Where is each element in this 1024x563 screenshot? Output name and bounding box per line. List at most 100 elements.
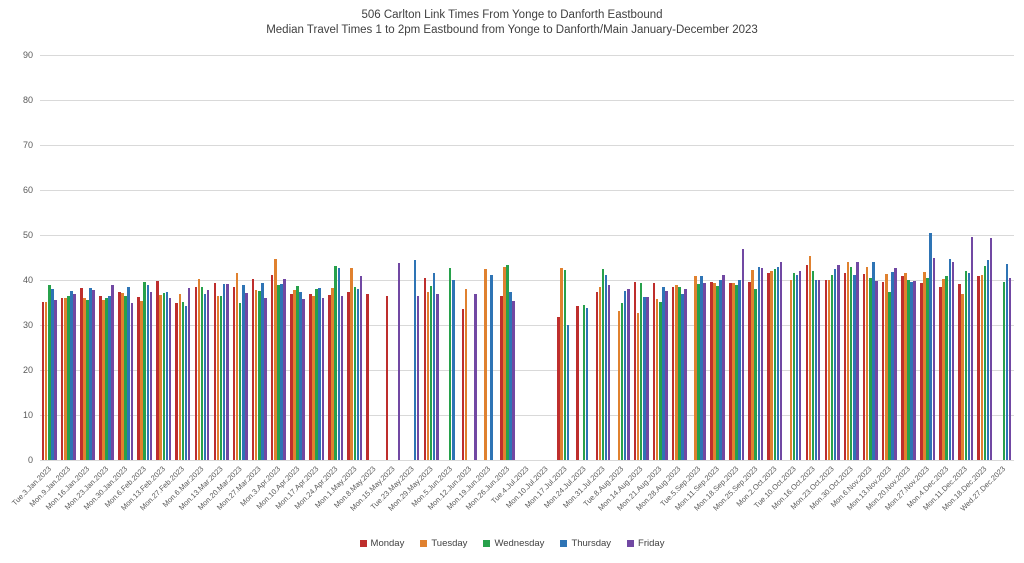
- tuesday-bar: [713, 282, 716, 460]
- wednesday-bar: [448, 268, 452, 460]
- wednesday-bar: [735, 284, 738, 460]
- bar-group: Tue.4.Jul.2023: [489, 55, 536, 505]
- friday-bar: [187, 287, 191, 460]
- thursday-bar: [910, 282, 913, 460]
- thursday-bar: [51, 288, 54, 460]
- tuesday-bar: [274, 259, 277, 460]
- monday-bar: [270, 275, 274, 460]
- wednesday-bar: [1002, 281, 1006, 460]
- gridline-40: [40, 280, 1014, 281]
- friday-bar: [684, 289, 687, 460]
- thursday-bar: [337, 268, 340, 460]
- bar-group: Mon.14.Aug.2023: [596, 55, 651, 513]
- tuesday-bar: [675, 284, 678, 460]
- bar-group: Mon.17.Apr.2023: [273, 55, 326, 511]
- thursday-bar: [986, 260, 990, 460]
- bar-group: Mon.9.Jan.2023: [27, 55, 78, 509]
- gridline-50: [40, 235, 1014, 236]
- friday-bar: [665, 290, 668, 460]
- bar-group: Tue.5.Sep.2023: [658, 55, 708, 508]
- bar-group: Tue.8.Aug.2023: [582, 55, 632, 508]
- y-axis-tick-80: 80: [22, 95, 33, 105]
- tuesday-bar: [64, 297, 67, 460]
- bar-group: Mon.15.May.2023: [348, 55, 403, 513]
- tuesday-bar: [235, 273, 239, 460]
- thursday-bar: [967, 273, 971, 460]
- wednesday-bar: [811, 270, 815, 460]
- y-axis-tick-20: 20: [22, 365, 33, 375]
- friday-bar: [856, 262, 859, 460]
- legend-swatch-icon: [483, 540, 491, 547]
- tuesday-bar: [885, 274, 888, 460]
- friday-bar: [340, 296, 344, 460]
- thursday-bar: [261, 283, 264, 460]
- monday-bar: [41, 302, 45, 460]
- y-axis-tick-90: 90: [22, 50, 33, 60]
- friday-bar: [989, 238, 993, 460]
- friday-bar: [283, 278, 286, 460]
- tuesday-bar: [980, 274, 983, 460]
- wednesday-bar: [964, 271, 967, 460]
- gridline-70: [40, 145, 1014, 146]
- tuesday-bar: [464, 288, 468, 460]
- friday-bar: [722, 275, 725, 460]
- thursday-bar: [585, 307, 589, 460]
- bar-group: Mon.1.May.2023: [313, 55, 365, 510]
- friday-bar: [627, 288, 630, 460]
- monday-bar: [99, 295, 102, 460]
- bar-group: Mon.6.Nov.2023: [829, 55, 880, 509]
- legend-label: Monday: [370, 538, 405, 549]
- thursday-bar: [127, 286, 130, 460]
- wednesday-bar: [697, 284, 700, 460]
- tuesday-bar: [197, 278, 201, 460]
- y-axis-tick-10: 10: [22, 410, 33, 420]
- legend-item-thursday: Thursday: [560, 538, 611, 549]
- monday-bar: [920, 282, 923, 460]
- wednesday-bar: [754, 288, 757, 460]
- y-axis-tick-40: 40: [22, 275, 33, 285]
- monday-bar: [347, 292, 350, 460]
- wednesday-bar: [678, 286, 681, 460]
- bar-group: Mon.6.Feb.2023: [103, 55, 154, 509]
- wednesday-bar: [67, 295, 70, 460]
- monday-bar: [118, 291, 121, 460]
- wednesday-bar: [773, 269, 777, 460]
- tuesday-bar: [636, 312, 640, 460]
- thursday-bar: [738, 280, 741, 460]
- monday-bar: [824, 280, 828, 460]
- bar-group: Mon.19.Jun.2023: [445, 55, 498, 512]
- gridline-10: [40, 415, 1014, 416]
- friday-bar: [73, 293, 76, 460]
- friday-bar: [1008, 277, 1012, 460]
- monday-bar: [958, 283, 961, 460]
- wednesday-bar: [181, 301, 185, 460]
- bar-group: Mon.2.Oct.2023: [734, 55, 785, 508]
- friday-bar: [703, 283, 706, 460]
- bar-group: Tue.10.Oct.2023: [752, 55, 804, 510]
- bar-group: Mon.27.Mar.2023: [215, 55, 269, 512]
- monday-bar: [805, 265, 809, 460]
- bar-group: Mon.3.Apr.2023: [238, 55, 288, 508]
- thursday-bar: [184, 305, 188, 460]
- monday-bar: [767, 272, 770, 460]
- wednesday-bar: [353, 286, 356, 460]
- legend-swatch-icon: [359, 540, 367, 547]
- bar-group: Mon.12.Jun.2023: [425, 55, 479, 512]
- tuesday-bar: [617, 310, 621, 460]
- tuesday-bar: [484, 269, 487, 460]
- wednesday-bar: [315, 289, 318, 460]
- wednesday-bar: [238, 303, 242, 460]
- bar-group: Mon.11.Dec.2023: [921, 55, 976, 512]
- monday-bar: [977, 275, 980, 460]
- friday-bar: [646, 296, 649, 460]
- bar-group: Mon.8.May.2023: [332, 55, 384, 510]
- friday-bar: [837, 265, 840, 460]
- thursday-bar: [948, 258, 951, 460]
- gridline-80: [40, 100, 1014, 101]
- chart-title-block: 506 Carlton Link Times From Yonge to Dan…: [0, 8, 1024, 38]
- wednesday-bar: [716, 285, 719, 460]
- friday-bar: [302, 298, 305, 460]
- wednesday-bar: [888, 291, 891, 460]
- bar-group: Mon.5.Jun.2023: [409, 55, 460, 509]
- wednesday-bar: [601, 269, 605, 460]
